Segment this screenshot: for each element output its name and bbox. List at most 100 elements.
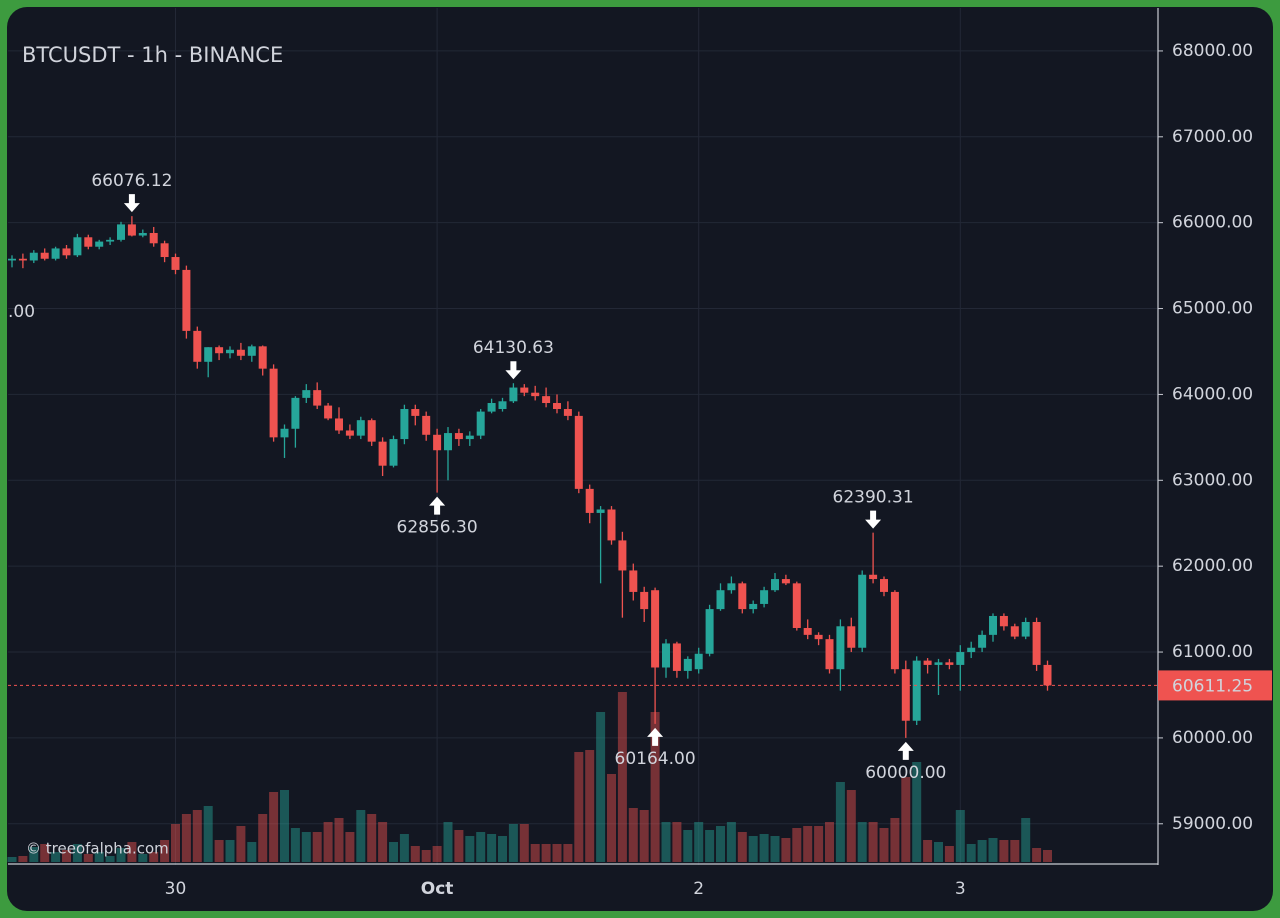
candle-body [749, 603, 758, 610]
candle-body [607, 509, 616, 541]
annotation-label: 66076.12 [91, 171, 172, 191]
candle-body [389, 439, 398, 466]
annotation-label: 62390.31 [833, 488, 914, 508]
volume-bar [759, 834, 769, 862]
volume-bar [62, 850, 71, 862]
candle-body [781, 579, 790, 584]
candle-body [269, 368, 278, 438]
volume-bar [1032, 848, 1042, 862]
candle-body [411, 409, 420, 416]
volume-bar [672, 822, 682, 862]
volume-bar [356, 810, 366, 862]
volume-bar [803, 826, 813, 862]
candle-body [880, 579, 888, 592]
candle-body [356, 420, 365, 436]
candle-body [1032, 621, 1041, 665]
volume-bar [781, 838, 791, 862]
volume-bar [748, 836, 758, 862]
candle-body [836, 626, 845, 670]
annotation-arrow [123, 194, 140, 213]
volume-bar [508, 824, 518, 862]
annotation-arrow [647, 727, 664, 746]
volume-bar [18, 856, 28, 862]
candle-body [226, 349, 234, 354]
volume-bar [443, 822, 453, 862]
candle-body [215, 347, 224, 354]
volume-bar [269, 792, 279, 862]
volume-bar [683, 830, 693, 862]
candle-body [923, 660, 932, 665]
chart-title: BTCUSDT - 1h - BINANCE [22, 43, 283, 67]
candle-body [465, 435, 474, 440]
candle-body [716, 590, 725, 610]
grid [8, 8, 1158, 865]
candle-body [18, 258, 27, 261]
volume-bar [138, 854, 148, 862]
volume-bar [944, 846, 954, 862]
volume-bar [465, 836, 475, 862]
annotation-label: 60164.00 [615, 749, 696, 769]
volume-bar [694, 822, 704, 862]
candle-body [127, 224, 136, 236]
x-tick-label: 30 [165, 879, 187, 899]
volume-layer [7, 692, 1052, 862]
candle-body [672, 643, 681, 671]
annotation-label: 60000.00 [865, 763, 946, 783]
volume-bar [868, 822, 878, 862]
volume-bar [726, 822, 736, 862]
candle-body [683, 658, 692, 671]
volume-bar [825, 822, 834, 862]
volume-bar [312, 832, 322, 862]
candle-body [651, 590, 660, 668]
volume-bar [814, 826, 824, 862]
candle-body [574, 415, 583, 489]
watermark: © treeofalpha.com [26, 840, 169, 858]
annotation-arrow [865, 510, 882, 529]
candle-body [771, 579, 779, 591]
volume-bar [574, 752, 584, 862]
annotation-label: 62856.30 [397, 518, 478, 538]
volume-bar [923, 840, 933, 862]
candle-body [542, 396, 551, 404]
volume-bar [51, 852, 61, 862]
candle-body [934, 662, 943, 665]
volume-bar [857, 822, 867, 862]
candle-body [476, 411, 485, 436]
volume-bar [171, 824, 180, 862]
volume-bar [835, 782, 845, 862]
candle-body [444, 433, 452, 451]
y-tick-label: 68000.00 [1172, 41, 1253, 61]
volume-bar [29, 847, 39, 862]
candle-body [106, 239, 115, 242]
volume-bar [334, 818, 344, 862]
plot [8, 216, 1052, 738]
candle-body [553, 403, 561, 410]
volume-bar [966, 844, 976, 862]
candle-body [520, 387, 529, 393]
volume-bar [160, 840, 170, 862]
candle-body [40, 252, 49, 259]
volume-bar [901, 777, 911, 862]
candle-body [280, 428, 289, 438]
volume-bar [988, 838, 998, 862]
candle-body [901, 669, 910, 721]
candle-body [738, 583, 747, 610]
candle-body [531, 392, 540, 397]
volume-bar [410, 846, 420, 862]
y-tick-label: 59000.00 [1172, 814, 1253, 834]
candle-body [760, 590, 769, 604]
candle-body [705, 609, 714, 654]
volume-bar [83, 854, 93, 862]
candle-body [302, 390, 311, 398]
volume-bar [487, 834, 497, 862]
candle-body [95, 241, 104, 247]
candle-body [117, 224, 125, 240]
candle-body [487, 403, 496, 412]
volume-bar [127, 842, 137, 862]
volume-bar [421, 850, 431, 862]
y-tick-label: 64000.00 [1172, 384, 1253, 404]
candle-body [182, 269, 191, 331]
candle-body [629, 570, 638, 592]
volume-bar [737, 832, 747, 862]
volume-bar [661, 822, 671, 862]
